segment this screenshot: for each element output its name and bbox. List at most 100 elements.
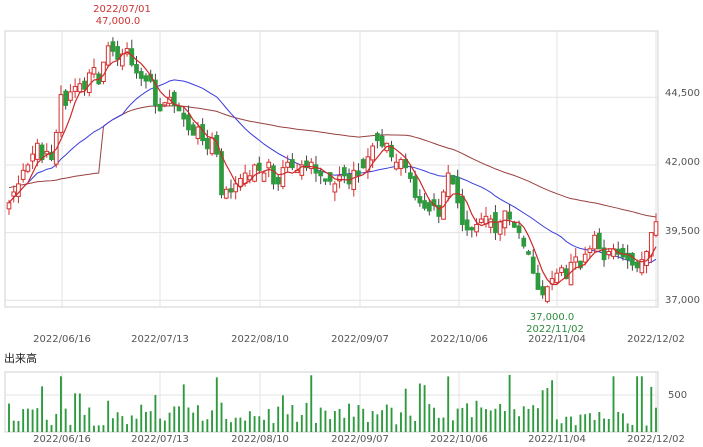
volume-bar [50, 425, 53, 432]
candle-down [511, 221, 517, 228]
volume-bar [617, 411, 620, 432]
volume-bar [352, 416, 355, 432]
candle-up [68, 91, 73, 101]
candle-up [582, 253, 588, 263]
candle-down [138, 71, 144, 79]
volume-x-tick-label: 2022/07/13 [131, 434, 189, 445]
x-tick-label: 2022/07/13 [131, 334, 189, 345]
candle-down [313, 164, 319, 174]
candle-down [578, 260, 583, 269]
candle-down [360, 159, 366, 169]
volume-x-tick-label: 2022/11/04 [528, 434, 586, 445]
candle-down [134, 64, 139, 74]
volume-bar [69, 424, 72, 432]
volume-bar [225, 418, 228, 432]
volume-bar [655, 407, 657, 432]
candle-down [157, 103, 163, 112]
volume-bar [480, 407, 483, 432]
volume-bar [508, 374, 511, 432]
volume-bar [168, 412, 171, 432]
candle-down [228, 188, 234, 193]
volume-bar [645, 425, 648, 432]
volume-title: 出来高 [4, 351, 37, 365]
candle-down [596, 232, 602, 250]
volume-bar [470, 417, 473, 432]
candlesticks [6, 37, 659, 304]
volume-bar [343, 417, 346, 432]
volume-bar [244, 420, 247, 432]
volume-bar [310, 375, 313, 432]
candle-up [162, 102, 168, 106]
volume-bar [206, 419, 209, 432]
candle-up [233, 183, 239, 193]
candle-down [630, 252, 635, 266]
volume-bar [433, 407, 435, 432]
volume-bar [385, 404, 388, 432]
volume-bar [536, 408, 539, 432]
volume-bar [527, 408, 530, 432]
candle-down [516, 225, 522, 234]
volume-bar [140, 404, 143, 432]
volume-bar [305, 402, 308, 432]
volume-bar [579, 414, 582, 432]
candle-down [190, 124, 196, 136]
candle-up [280, 167, 286, 188]
volume-bar [97, 425, 100, 432]
candle-up [242, 172, 248, 184]
volume-bar [640, 376, 643, 432]
ma-mid-line [8, 79, 657, 265]
candle-up [653, 221, 659, 236]
x-tick-label: 2022/08/10 [231, 334, 289, 345]
volume-bar [348, 403, 350, 432]
volume-bar [173, 406, 176, 432]
volume-bar [211, 410, 214, 432]
price-grid [5, 31, 658, 307]
candle-down [464, 219, 470, 231]
candle-up [58, 94, 64, 133]
candle-up [77, 83, 83, 93]
volume-bar [329, 419, 332, 432]
high-value-label: 47,000.0 [96, 16, 141, 27]
volume-bar [12, 420, 15, 432]
volume-bar [17, 421, 20, 432]
volume-bar [437, 417, 440, 432]
volume-bar [78, 393, 81, 432]
volume-bar [650, 386, 653, 432]
low-date-label: 2022/11/02 [526, 324, 584, 335]
candle-up [351, 169, 357, 190]
candle-down [460, 195, 465, 225]
volume-bar [381, 410, 384, 432]
volume-plot-frame [4, 371, 659, 433]
candle-up [502, 210, 508, 229]
volume-bar [239, 417, 242, 432]
candle-down [507, 211, 512, 220]
candle-up [261, 172, 267, 182]
candle-down [63, 90, 69, 106]
ma-mid-path [8, 79, 657, 265]
candle-down [526, 251, 531, 255]
candle-down [271, 165, 276, 185]
price-plot-frame [4, 30, 659, 308]
candle-up [445, 172, 451, 198]
x-tick-label: 2022/09/07 [331, 334, 389, 345]
volume-bar [116, 412, 119, 432]
x-tick-label: 2022/11/04 [528, 334, 586, 345]
volume-bar [315, 422, 317, 432]
volume-bar [163, 420, 166, 432]
volume-bar [333, 411, 336, 432]
volume-bar [22, 409, 25, 432]
volume-bar [26, 408, 29, 432]
x-tick-label: 2022/06/16 [33, 334, 91, 345]
candle-down [426, 202, 432, 212]
candle-down [540, 286, 545, 296]
volume-bar [376, 414, 379, 432]
candle-down [356, 170, 361, 177]
volume-bar [565, 416, 568, 432]
volume-bar [603, 418, 605, 432]
volume-bar [560, 423, 563, 432]
volume-bar [319, 407, 322, 432]
volume-bar [621, 413, 624, 432]
volume-bar [466, 403, 469, 432]
volume-bar [121, 416, 124, 432]
